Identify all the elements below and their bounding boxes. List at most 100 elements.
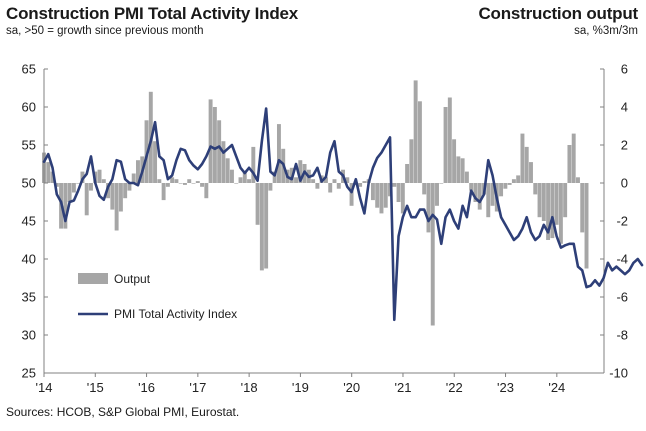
output-bar	[200, 183, 205, 187]
output-bar	[511, 179, 516, 183]
output-bar	[247, 179, 252, 183]
legend-output-swatch	[78, 273, 108, 284]
output-bar	[554, 183, 559, 225]
output-bars	[42, 80, 589, 326]
output-bar	[294, 177, 298, 183]
right-tick-label: -10	[609, 366, 628, 381]
output-bar	[225, 158, 230, 183]
output-bar	[520, 133, 525, 183]
output-bar	[136, 160, 140, 183]
output-bar	[54, 183, 59, 187]
output-bar	[370, 183, 375, 201]
output-bar	[537, 183, 542, 218]
x-axis-ticks: '14 '15 '16 '17 '18 '19 '20 '21 '22 '23 '24	[36, 373, 565, 395]
output-bar	[546, 183, 551, 240]
output-bar	[473, 183, 478, 202]
output-bar	[584, 183, 589, 269]
right-tick-label: 6	[621, 62, 628, 77]
right-tick-label: 0	[621, 176, 628, 191]
output-bar	[435, 183, 439, 206]
output-bar	[422, 183, 427, 195]
output-bar	[345, 177, 350, 183]
output-bar	[503, 183, 508, 189]
output-bar	[187, 179, 192, 183]
output-bar	[456, 156, 461, 183]
output-bar	[413, 80, 418, 183]
output-bar	[447, 97, 452, 183]
output-bar	[311, 179, 316, 183]
output-bar	[567, 145, 572, 183]
output-bar	[571, 133, 576, 183]
output-bar	[157, 179, 162, 183]
right-chart-subtitle: sa, %3m/3m	[574, 25, 638, 37]
output-bar	[195, 181, 200, 183]
legend-output-label: Output	[114, 272, 151, 286]
right-tick-label: -6	[616, 290, 628, 305]
left-tick-label: 35	[22, 290, 36, 305]
source-note: Sources: HCOB, S&P Global PMI, Eurostat.	[6, 405, 240, 419]
left-tick-label: 50	[22, 176, 36, 191]
output-bar	[315, 183, 320, 189]
output-bar	[221, 141, 226, 183]
output-bar	[255, 183, 260, 225]
x-tick-label: '24	[548, 380, 565, 395]
output-bar	[264, 183, 269, 269]
output-bar	[97, 169, 102, 183]
chart-legend: Output PMI Total Activity Index	[78, 272, 237, 321]
output-bar	[191, 183, 196, 184]
output-bar	[558, 183, 563, 244]
right-tick-label: 4	[621, 100, 628, 115]
output-bar	[63, 183, 68, 229]
output-bar	[563, 183, 568, 218]
output-bar	[131, 173, 136, 183]
left-tick-label: 40	[22, 252, 36, 267]
output-bar	[383, 183, 388, 208]
output-bar	[426, 183, 431, 233]
x-tick-label: '22	[446, 380, 463, 395]
output-bar	[392, 183, 397, 187]
output-bar	[50, 171, 55, 183]
output-bar	[174, 179, 179, 183]
output-bar	[379, 183, 384, 214]
output-bar	[524, 146, 529, 183]
output-bar	[499, 183, 504, 197]
left-chart-subtitle: sa, >50 = growth since previous month	[6, 25, 204, 37]
output-bar	[362, 181, 367, 183]
output-bar	[323, 177, 328, 183]
output-bar	[234, 183, 239, 184]
output-bar	[417, 101, 422, 183]
x-tick-label: '18	[241, 380, 258, 395]
right-tick-label: -8	[616, 328, 628, 343]
x-tick-label: '15	[87, 380, 104, 395]
output-bar	[580, 183, 585, 233]
output-bar	[328, 183, 333, 193]
output-bar	[349, 183, 354, 206]
left-tick-label: 30	[22, 328, 36, 343]
output-bar	[217, 120, 222, 183]
output-bar	[358, 183, 363, 187]
output-bar	[127, 183, 132, 191]
output-bar	[576, 177, 580, 183]
output-bar	[298, 160, 303, 183]
output-bar	[118, 183, 123, 212]
left-chart-title: Construction PMI Total Activity Index	[6, 4, 299, 23]
right-tick-label: 2	[621, 138, 628, 153]
right-axis-ticks: 6 4 2 0 -2 -4 -6 -8 -10	[600, 62, 628, 381]
output-bar	[110, 183, 115, 210]
pmi-line	[42, 107, 644, 322]
right-chart-title: Construction output	[478, 4, 638, 23]
output-bar	[123, 183, 128, 199]
left-tick-label: 45	[22, 214, 36, 229]
output-bar	[229, 169, 234, 183]
output-bar	[405, 164, 410, 183]
output-bar	[541, 183, 546, 221]
output-bar	[464, 171, 469, 183]
output-bar	[46, 162, 51, 183]
output-bar	[396, 183, 401, 202]
output-bar	[430, 183, 435, 326]
x-tick-label: '19	[292, 380, 309, 395]
left-tick-label: 65	[22, 62, 36, 77]
right-tick-label: -2	[616, 214, 628, 229]
output-bar	[507, 183, 512, 185]
